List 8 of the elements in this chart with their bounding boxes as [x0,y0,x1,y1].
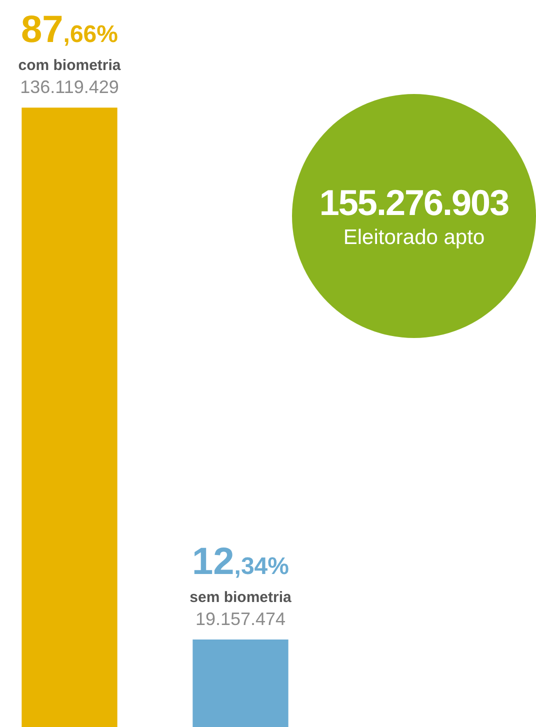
data-label: 136.119.429 [20,77,119,97]
data-label: 19.157.474 [195,608,286,629]
x-tick-label: com biometria [18,57,122,74]
annotation: 12,34% [192,540,289,583]
x-tick-label: sem biometria [190,588,292,606]
circle-badge: 155.276.903 Eleitorado apto [292,94,536,338]
annotation: 87,66% [21,9,118,51]
annotation: 155.276.903 [319,182,509,224]
